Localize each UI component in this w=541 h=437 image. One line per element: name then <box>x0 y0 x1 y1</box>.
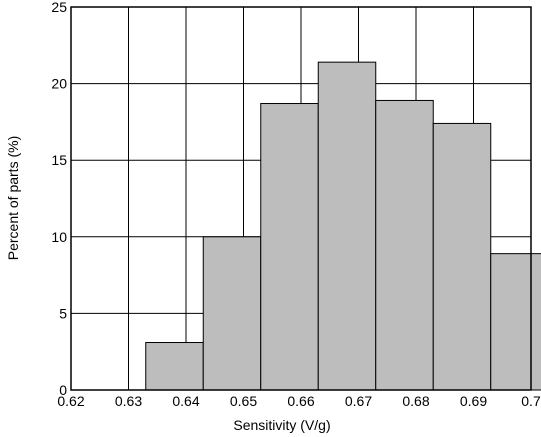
y-tick-label: 10 <box>51 229 67 245</box>
histogram-bar <box>202 236 262 391</box>
x-tick-label: 0.7 <box>521 393 541 409</box>
ticks-layer: 0.62 0.63 0.64 0.65 0.66 0.67 0.68 0.69 0.7 0 5 10 1… <box>51 0 541 409</box>
x-tick-label: 0.66 <box>287 393 314 409</box>
x-tick-label: 0.64 <box>172 393 199 409</box>
x-tick-label: 0.62 <box>57 393 84 409</box>
plot-frame <box>70 6 532 391</box>
histogram-bar <box>260 103 319 391</box>
bars-layer <box>145 61 541 391</box>
x-axis-title: Sensitivity (V/g) <box>233 417 330 433</box>
x-tick-label: 0.67 <box>345 393 372 409</box>
histogram-bar <box>375 99 434 391</box>
x-tick-label: 0.68 <box>402 393 429 409</box>
x-tick-label: 0.63 <box>115 393 142 409</box>
y-tick-label: 20 <box>51 76 67 92</box>
y-tick-label: 5 <box>59 305 67 321</box>
y-axis-title: Percent of parts (%) <box>5 136 21 261</box>
x-tick-label: 0.65 <box>230 393 257 409</box>
x-tick-label: 0.69 <box>460 393 487 409</box>
y-tick-label: 25 <box>51 0 67 15</box>
histogram-bar <box>490 253 541 391</box>
histogram-bar <box>317 61 377 391</box>
y-tick-label: 0 <box>59 382 67 398</box>
axes-layer <box>70 6 532 391</box>
histogram-bar <box>432 122 492 391</box>
y-tick-label: 15 <box>51 152 67 168</box>
histogram-bar <box>145 342 204 391</box>
